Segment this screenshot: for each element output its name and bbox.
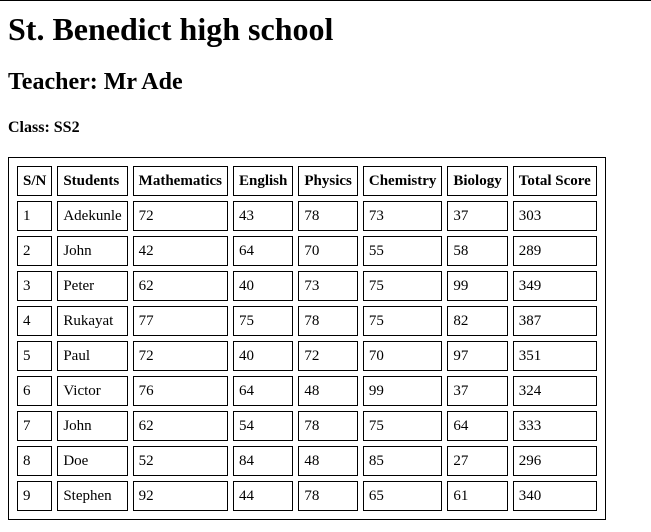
cell-english: 43: [232, 201, 294, 231]
cell-biology: 99: [447, 271, 508, 301]
cell-physics: 48: [298, 376, 358, 406]
cell-physics: 78: [298, 306, 358, 336]
cell-student: Victor: [57, 376, 128, 406]
cell-sn: 5: [17, 341, 53, 371]
cell-student: Peter: [57, 271, 128, 301]
score-table-container: S/N Students Mathematics English Physics…: [8, 157, 606, 520]
table-row: 4 Rukayat 77 75 78 75 82 387: [17, 306, 597, 336]
cell-sn: 2: [17, 236, 53, 266]
cell-sn: 9: [17, 481, 53, 511]
cell-student: Rukayat: [57, 306, 128, 336]
header-chemistry: Chemistry: [362, 166, 443, 196]
cell-english: 84: [232, 446, 294, 476]
header-english: English: [232, 166, 294, 196]
cell-english: 40: [232, 341, 294, 371]
cell-sn: 7: [17, 411, 53, 441]
table-header-row: S/N Students Mathematics English Physics…: [17, 166, 597, 196]
cell-sn: 6: [17, 376, 53, 406]
cell-chemistry: 75: [362, 306, 443, 336]
cell-sn: 4: [17, 306, 53, 336]
cell-english: 54: [232, 411, 294, 441]
cell-student: Adekunle: [57, 201, 128, 231]
cell-physics: 70: [298, 236, 358, 266]
cell-physics: 78: [298, 481, 358, 511]
cell-total-score: 351: [512, 341, 597, 371]
cell-mathematics: 72: [132, 201, 228, 231]
cell-student: Stephen: [57, 481, 128, 511]
cell-total-score: 387: [512, 306, 597, 336]
cell-student: Paul: [57, 341, 128, 371]
cell-total-score: 333: [512, 411, 597, 441]
cell-physics: 72: [298, 341, 358, 371]
table-row: 6 Victor 76 64 48 99 37 324: [17, 376, 597, 406]
cell-mathematics: 92: [132, 481, 228, 511]
cell-total-score: 303: [512, 201, 597, 231]
cell-english: 40: [232, 271, 294, 301]
cell-chemistry: 99: [362, 376, 443, 406]
cell-mathematics: 52: [132, 446, 228, 476]
header-biology: Biology: [447, 166, 508, 196]
score-table: S/N Students Mathematics English Physics…: [8, 157, 606, 520]
table-row: 5 Paul 72 40 72 70 97 351: [17, 341, 597, 371]
cell-biology: 58: [447, 236, 508, 266]
header-mathematics: Mathematics: [132, 166, 228, 196]
header-students: Students: [57, 166, 128, 196]
table-row: 2 John 42 64 70 55 58 289: [17, 236, 597, 266]
cell-biology: 82: [447, 306, 508, 336]
cell-physics: 78: [298, 201, 358, 231]
cell-chemistry: 65: [362, 481, 443, 511]
header-physics: Physics: [298, 166, 358, 196]
cell-physics: 48: [298, 446, 358, 476]
cell-biology: 64: [447, 411, 508, 441]
cell-mathematics: 76: [132, 376, 228, 406]
cell-biology: 61: [447, 481, 508, 511]
header-sn: S/N: [17, 166, 53, 196]
table-row: 8 Doe 52 84 48 85 27 296: [17, 446, 597, 476]
table-row: 7 John 62 54 78 75 64 333: [17, 411, 597, 441]
cell-sn: 1: [17, 201, 53, 231]
school-name-heading: St. Benedict high school: [8, 11, 334, 47]
cell-total-score: 324: [512, 376, 597, 406]
header-total-score: Total Score: [512, 166, 597, 196]
cell-biology: 97: [447, 341, 508, 371]
cell-mathematics: 62: [132, 411, 228, 441]
cell-english: 44: [232, 481, 294, 511]
cell-chemistry: 73: [362, 201, 443, 231]
cell-student: Doe: [57, 446, 128, 476]
cell-mathematics: 72: [132, 341, 228, 371]
cell-student: John: [57, 411, 128, 441]
cell-chemistry: 75: [362, 271, 443, 301]
cell-english: 64: [232, 236, 294, 266]
cell-mathematics: 42: [132, 236, 228, 266]
teacher-heading: Teacher: Mr Ade: [8, 69, 183, 95]
cell-chemistry: 55: [362, 236, 443, 266]
cell-biology: 37: [447, 376, 508, 406]
cell-sn: 3: [17, 271, 53, 301]
cell-mathematics: 77: [132, 306, 228, 336]
cell-student: John: [57, 236, 128, 266]
cell-mathematics: 62: [132, 271, 228, 301]
cell-chemistry: 70: [362, 341, 443, 371]
cell-total-score: 340: [512, 481, 597, 511]
cell-chemistry: 75: [362, 411, 443, 441]
cell-physics: 73: [298, 271, 358, 301]
class-heading: Class: SS2: [8, 119, 80, 136]
cell-chemistry: 85: [362, 446, 443, 476]
cell-english: 75: [232, 306, 294, 336]
cell-total-score: 289: [512, 236, 597, 266]
cell-sn: 8: [17, 446, 53, 476]
cell-biology: 27: [447, 446, 508, 476]
cell-total-score: 349: [512, 271, 597, 301]
cell-biology: 37: [447, 201, 508, 231]
table-row: 3 Peter 62 40 73 75 99 349: [17, 271, 597, 301]
cell-physics: 78: [298, 411, 358, 441]
table-row: 9 Stephen 92 44 78 65 61 340: [17, 481, 597, 511]
table-row: 1 Adekunle 72 43 78 73 37 303: [17, 201, 597, 231]
cell-english: 64: [232, 376, 294, 406]
cell-total-score: 296: [512, 446, 597, 476]
